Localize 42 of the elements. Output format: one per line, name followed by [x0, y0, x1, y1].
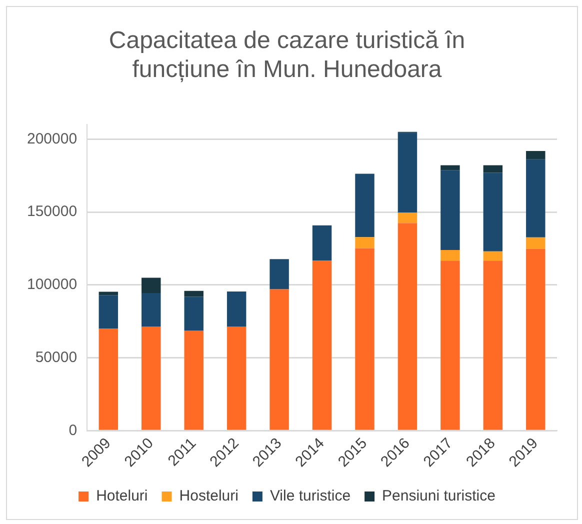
y-tick-label: 150000: [26, 203, 78, 220]
legend-label: Pensiuni turistice: [382, 488, 496, 505]
bar: [526, 237, 546, 249]
bar: [526, 150, 546, 160]
legend-label: Hoteluri: [96, 488, 148, 505]
bar: [483, 251, 503, 261]
bar: [440, 170, 460, 250]
bar: [226, 326, 246, 430]
y-tick-label: 0: [68, 422, 78, 439]
bar: [483, 172, 503, 252]
legend-label: Hosteluri: [179, 488, 238, 505]
bar: [184, 296, 204, 331]
bar: [398, 212, 418, 224]
bar: [270, 259, 289, 290]
bar: [483, 165, 503, 173]
y-tick-label: 200000: [26, 130, 78, 148]
bar: [355, 237, 374, 248]
bar: [440, 250, 460, 261]
bar: [312, 260, 332, 430]
bar: [142, 326, 161, 430]
bar: [483, 260, 503, 430]
bar: [98, 295, 118, 329]
bar: [440, 260, 460, 430]
bar: [526, 159, 546, 238]
chart-title: Capacitatea de cazare turistică în funcțiune în Mun. Hunedoara: [108, 27, 466, 83]
bar: [184, 290, 204, 297]
bar: [98, 328, 118, 430]
bar: [355, 174, 374, 238]
bar: [398, 223, 418, 430]
bar: [226, 291, 246, 326]
bar: [526, 248, 546, 430]
bar: [142, 292, 161, 326]
bar: [270, 289, 289, 430]
bar: [398, 132, 418, 212]
bar: [184, 330, 204, 430]
bar: [142, 278, 161, 293]
bar: [440, 165, 460, 170]
legend-label: Vile turistice: [270, 488, 351, 505]
bar: [312, 225, 332, 261]
y-tick-label: 100000: [26, 276, 78, 294]
bar: [355, 248, 374, 430]
y-tick-label: 50000: [35, 348, 78, 366]
